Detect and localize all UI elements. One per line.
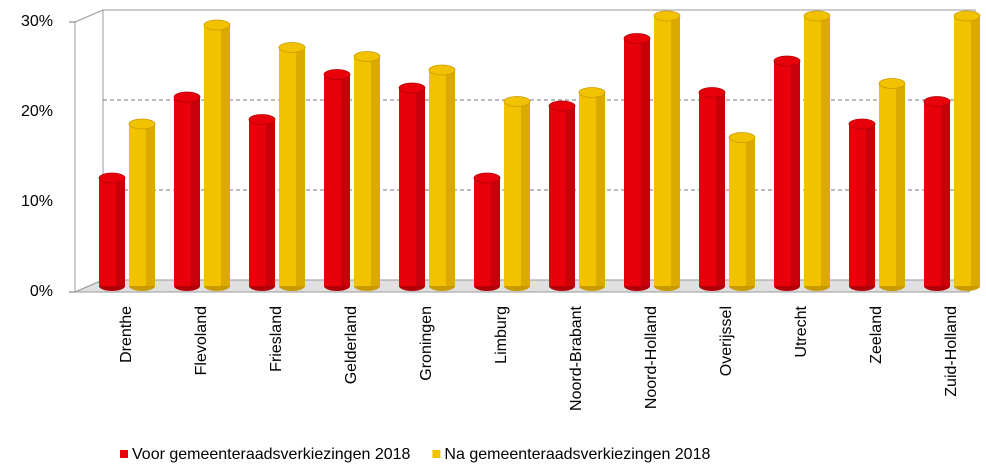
x-tick-label: Flevoland — [193, 306, 210, 375]
bar-top — [248, 114, 276, 125]
bar-shade — [715, 92, 725, 286]
bar-shade — [415, 88, 425, 286]
bar — [323, 69, 351, 291]
x-tick-label: Zuid-Holland — [943, 306, 960, 397]
bar-top — [878, 78, 906, 89]
bar-shade — [640, 38, 650, 286]
bar-top — [98, 172, 126, 184]
bar — [473, 172, 501, 291]
bar — [803, 10, 831, 291]
bar-shade — [115, 178, 125, 286]
y-tick-label: 30% — [21, 13, 53, 30]
bar — [548, 100, 576, 291]
y-tick-label: 10% — [21, 193, 53, 210]
bar-shade — [940, 101, 950, 286]
bar-shade — [565, 106, 575, 286]
bar — [503, 96, 531, 291]
bar-shade — [145, 124, 155, 286]
legend-swatch — [120, 450, 128, 458]
bar-shade — [265, 119, 275, 286]
bar — [773, 55, 801, 291]
bar — [653, 10, 681, 291]
bar-top — [473, 172, 501, 184]
x-tick-label: Gelderland — [343, 306, 360, 384]
bar-top — [698, 87, 726, 98]
x-tick-label: Noord-Brabant — [568, 305, 585, 411]
legend-label: Na gemeenteraadsverkiezingen 2018 — [444, 446, 710, 463]
side-wall — [74, 9, 104, 293]
bar-top — [848, 118, 876, 130]
bar — [98, 172, 126, 291]
bar-shade — [370, 56, 380, 286]
bar — [878, 78, 906, 291]
bar-shade — [595, 92, 605, 286]
bar-top — [323, 69, 351, 80]
bar — [578, 87, 606, 291]
bar — [173, 91, 201, 291]
bar-top — [278, 42, 306, 53]
bar-top — [623, 33, 651, 44]
bar-top — [503, 96, 531, 107]
bar-shade — [520, 101, 530, 286]
y-tick-label: 0% — [30, 283, 53, 300]
x-tick-label: Groningen — [418, 306, 435, 381]
bar — [248, 114, 276, 291]
back-wall — [102, 9, 976, 281]
bar — [848, 118, 876, 291]
bar — [623, 33, 651, 291]
x-tick-label: Utrecht — [793, 305, 810, 357]
bar — [128, 118, 156, 291]
bar-shade — [340, 74, 350, 286]
x-tick-label: Friesland — [268, 306, 285, 372]
x-tick-label: Zeeland — [868, 306, 885, 364]
bar-top — [548, 100, 576, 112]
bar — [353, 51, 381, 291]
bar-shade — [970, 16, 980, 286]
bar-top — [953, 10, 981, 22]
bar — [728, 132, 756, 291]
x-tick-label: Limburg — [493, 306, 510, 364]
bar-shade — [295, 47, 305, 286]
bar-top — [728, 132, 756, 143]
bar-top — [653, 10, 681, 22]
bar-shade — [670, 16, 680, 286]
bar-shade — [820, 16, 830, 286]
bar — [398, 82, 426, 291]
bar — [698, 87, 726, 291]
bar-shade — [790, 61, 800, 286]
bar-shade — [490, 178, 500, 286]
bar — [953, 10, 981, 291]
x-tick-label: Noord-Holland — [643, 306, 660, 409]
x-tick-label: Drenthe — [118, 306, 135, 363]
bar-top — [923, 96, 951, 107]
bar — [278, 42, 306, 291]
bar-top — [203, 19, 231, 31]
bar-top — [803, 10, 831, 22]
bar — [428, 64, 456, 291]
bar-shade — [190, 97, 200, 286]
bar — [203, 19, 231, 291]
bar-shade — [445, 70, 455, 286]
legend-swatch — [432, 450, 441, 458]
bar-top — [398, 82, 426, 94]
bar-shade — [865, 124, 875, 286]
bar-shade — [745, 137, 755, 286]
bar-top — [173, 91, 201, 103]
bar-top — [128, 118, 156, 130]
bar-top — [428, 64, 456, 76]
y-tick-label: 20% — [21, 103, 53, 120]
x-tick-label: Overijssel — [718, 306, 735, 376]
bar-shade — [895, 83, 905, 286]
bar-top — [353, 51, 381, 62]
bar-top — [578, 87, 606, 98]
bar-shade — [220, 25, 230, 286]
legend-label: Voor gemeenteraadsverkiezingen 2018 — [132, 446, 411, 463]
bar — [923, 96, 951, 291]
bar-top — [773, 55, 801, 67]
